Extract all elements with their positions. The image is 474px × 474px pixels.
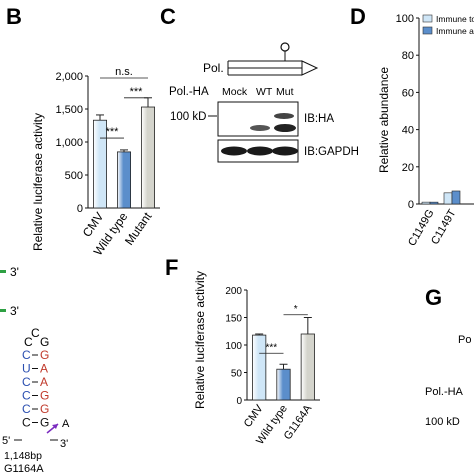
blot-band	[250, 125, 270, 131]
loop-base: C	[31, 326, 40, 340]
panel-label-b: B	[6, 4, 22, 29]
y-tick-label: 0	[408, 199, 414, 211]
arrow-3prime-label: 3'	[10, 265, 19, 279]
legend-label: Immune ac	[436, 26, 474, 36]
stem-base-right: G	[40, 402, 49, 416]
blot-band	[221, 146, 247, 156]
panel-g: Po Pol.-HA 100 kD	[425, 334, 471, 428]
arrow-3prime-label: 3'	[10, 304, 19, 318]
bar	[429, 201, 439, 205]
bar	[276, 368, 291, 401]
x-tick-label: CMV	[242, 402, 266, 429]
significance-label: ***	[106, 126, 120, 138]
blot-band	[247, 146, 273, 156]
loop-base: G	[40, 335, 49, 349]
significance-label: n.s.	[115, 66, 133, 78]
y-tick-label: 60	[402, 87, 414, 99]
stem-base-left: C	[22, 348, 31, 362]
stemloop-diagram: 3' 3' C C G C GU AC AC GC GC G 5' 3' A 1,148bp…	[0, 265, 70, 474]
blot-c-lane-wt: WT	[256, 86, 273, 98]
construct-arrow	[227, 42, 319, 76]
y-tick-label: 80	[402, 50, 414, 62]
panel-g-pol-label: Po	[458, 334, 471, 346]
legend-label: Immune to	[436, 14, 474, 24]
y-tick-label: 40	[402, 125, 414, 137]
stem-base-left: C	[22, 402, 31, 416]
green-marker	[0, 270, 6, 273]
panel-label-f: F	[165, 255, 178, 280]
mutation-base: A	[62, 418, 70, 430]
stem-pairs: C GU AC AC GC GC G	[14, 348, 58, 441]
blot-band	[274, 113, 294, 119]
panel-label-c: C	[160, 4, 176, 29]
x-tick-label: Mutant	[122, 209, 155, 248]
chart-d: Relative abundance Immune to Immune ac 0…	[377, 13, 474, 248]
significance-label: ***	[265, 342, 277, 353]
stem-base-right: G	[40, 389, 49, 403]
y-tick-label: 200	[225, 286, 242, 297]
panel-g-marker: 100 kD	[425, 416, 460, 428]
stem-base-left: U	[22, 362, 31, 376]
mutation-label: G1164A	[4, 463, 44, 474]
loop-base: C	[24, 335, 33, 349]
blot-c-marker: 100 kD	[170, 111, 206, 123]
y-tick-label: 2,000	[55, 71, 83, 83]
chart-d-ylabel: Relative abundance	[377, 67, 391, 173]
y-tick-label: 50	[231, 369, 243, 380]
stem-base-left: C	[22, 416, 31, 430]
stem-base-right: G	[40, 348, 49, 362]
chart-f: Relative luciferase activity 0 50 100 150 20…	[193, 271, 320, 447]
legend-swatch	[422, 26, 433, 35]
y-tick-label: 100	[396, 13, 414, 25]
significance-label: *	[294, 304, 298, 315]
bar	[140, 106, 155, 209]
bar	[421, 201, 431, 205]
panel-label-g: G	[425, 285, 442, 310]
chart-b: Relative luciferase activity 0 500 1,000 1,…	[31, 66, 160, 258]
green-marker	[0, 309, 6, 312]
bar	[300, 333, 315, 401]
chart-b-ylabel: Relative luciferase activity	[31, 113, 45, 251]
bar	[117, 151, 132, 209]
blot-c: Pol. Pol.-HA Mock WT Mut 100 kD IB:HA IB…	[169, 42, 359, 163]
stem-base-left: C	[22, 389, 31, 403]
stem-base-right: A	[40, 375, 48, 389]
panel-label-d: D	[350, 4, 366, 29]
five-prime-label: 5'	[2, 435, 10, 447]
y-tick-label: 150	[225, 314, 242, 325]
legend-swatch	[422, 14, 433, 23]
y-tick-label: 500	[65, 170, 83, 182]
blot-c-lane-mock: Mock	[222, 86, 248, 98]
blot-c-ib2: IB:GAPDH	[304, 146, 359, 158]
blot-band	[274, 124, 296, 132]
y-tick-label: 0	[236, 396, 242, 407]
chart-f-ylabel: Relative luciferase activity	[193, 271, 207, 409]
panel-g-polha-label: Pol.-HA	[425, 386, 464, 398]
y-tick-label: 1,000	[55, 137, 83, 149]
blot-c-ib1: IB:HA	[304, 113, 334, 125]
blot-band	[272, 146, 298, 156]
y-tick-label: 1,500	[55, 104, 83, 116]
bar	[252, 334, 267, 401]
stem-base-left: C	[22, 375, 31, 389]
y-tick-label: 0	[77, 203, 83, 215]
three-prime-label: 3'	[60, 438, 68, 450]
significance-label: ***	[130, 86, 144, 98]
y-tick-label: 100	[225, 341, 242, 352]
bar	[443, 192, 453, 205]
blot-c-polha-label: Pol.-HA	[169, 86, 209, 98]
stemloop-icon	[280, 42, 290, 52]
chart-d-legend: Immune to Immune ac	[422, 14, 474, 36]
position-label: 1,148bp	[4, 450, 42, 462]
stem-base-right: A	[40, 362, 48, 376]
y-tick-label: 20	[402, 162, 414, 174]
bar	[451, 190, 461, 205]
stem-base-right: G	[40, 416, 49, 430]
blot-c-pol-label: Pol.	[203, 61, 224, 75]
blot-c-lane-mut: Mut	[276, 86, 294, 98]
